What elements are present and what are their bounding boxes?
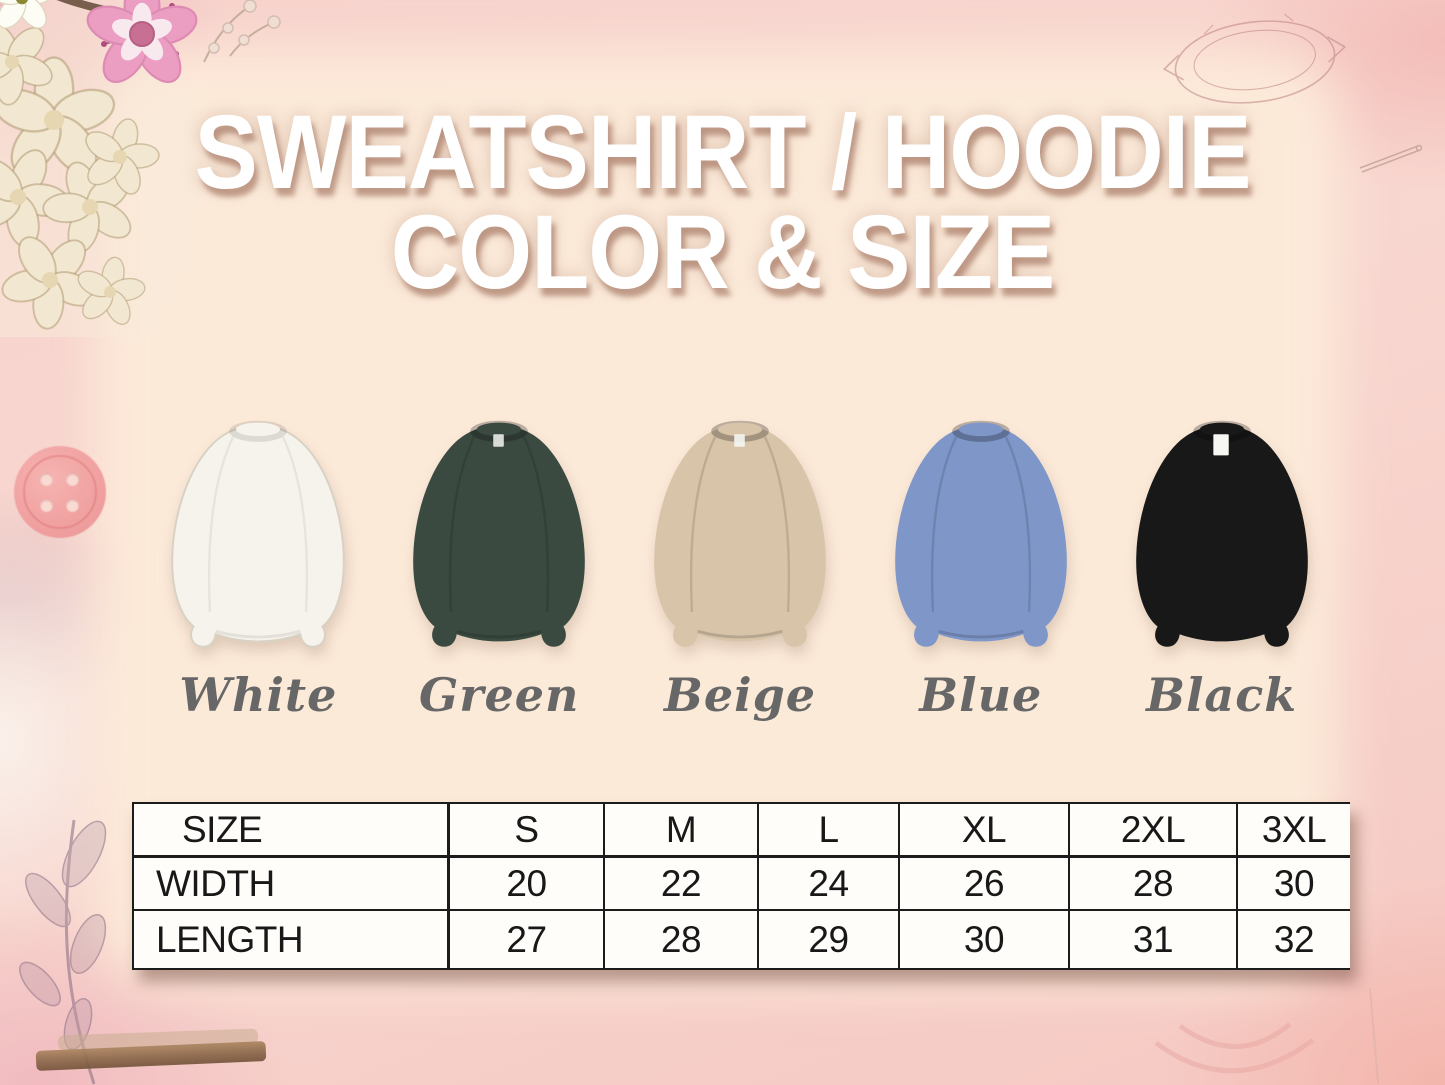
length-m: 28: [603, 909, 757, 968]
title-line-1: SWEATSHIRT / HOODIE: [194, 94, 1252, 212]
size-table-header-l: L: [757, 804, 898, 855]
color-label-blue: Blue: [919, 668, 1043, 722]
size-chart-table: SIZE S M L XL 2XL 3XL WIDTH 20 22 24 26 …: [132, 802, 1350, 970]
product-blue: Blue: [860, 414, 1101, 722]
length-s: 27: [447, 909, 603, 968]
size-table-row-label-length: LENGTH: [134, 909, 447, 968]
product-black: Black: [1101, 414, 1342, 722]
title-line-2: COLOR & SIZE: [390, 194, 1056, 311]
product-green: Green: [379, 414, 620, 722]
width-3xl: 30: [1236, 855, 1350, 909]
width-xl: 26: [898, 855, 1068, 909]
size-table-row-label-width: WIDTH: [134, 855, 447, 909]
blue-sweatshirt-image: [894, 420, 1067, 647]
product-white: White: [138, 414, 379, 722]
page-title: SWEATSHIRT / HOODIE COLOR & SIZE: [0, 98, 1445, 307]
length-2xl: 31: [1068, 909, 1236, 968]
product-beige: Beige: [620, 414, 861, 722]
color-label-beige: Beige: [663, 668, 817, 722]
black-sweatshirt-image: [1135, 420, 1308, 647]
length-l: 29: [757, 909, 898, 968]
color-label-green: Green: [418, 668, 580, 722]
length-3xl: 32: [1236, 909, 1350, 968]
width-l: 24: [757, 855, 898, 909]
size-table-header-m: M: [603, 804, 757, 855]
white-sweatshirt-image: [171, 420, 346, 648]
size-table-header-3xl: 3XL: [1236, 804, 1350, 855]
size-table-header-2xl: 2XL: [1068, 804, 1236, 855]
size-table-header-xl: XL: [898, 804, 1068, 855]
color-label-black: Black: [1146, 668, 1298, 722]
length-xl: 30: [898, 909, 1068, 968]
green-sweatshirt-image: [413, 420, 586, 647]
button-decoration: [14, 446, 106, 538]
width-m: 22: [603, 855, 757, 909]
size-table-header-size: SIZE: [182, 808, 263, 850]
beige-sweatshirt-image: [654, 420, 826, 647]
width-s: 20: [447, 855, 603, 909]
size-table-header-s: S: [447, 804, 603, 855]
width-2xl: 28: [1068, 855, 1236, 909]
color-label-white: White: [179, 668, 338, 722]
color-options-row: White Green Beige: [138, 414, 1342, 722]
